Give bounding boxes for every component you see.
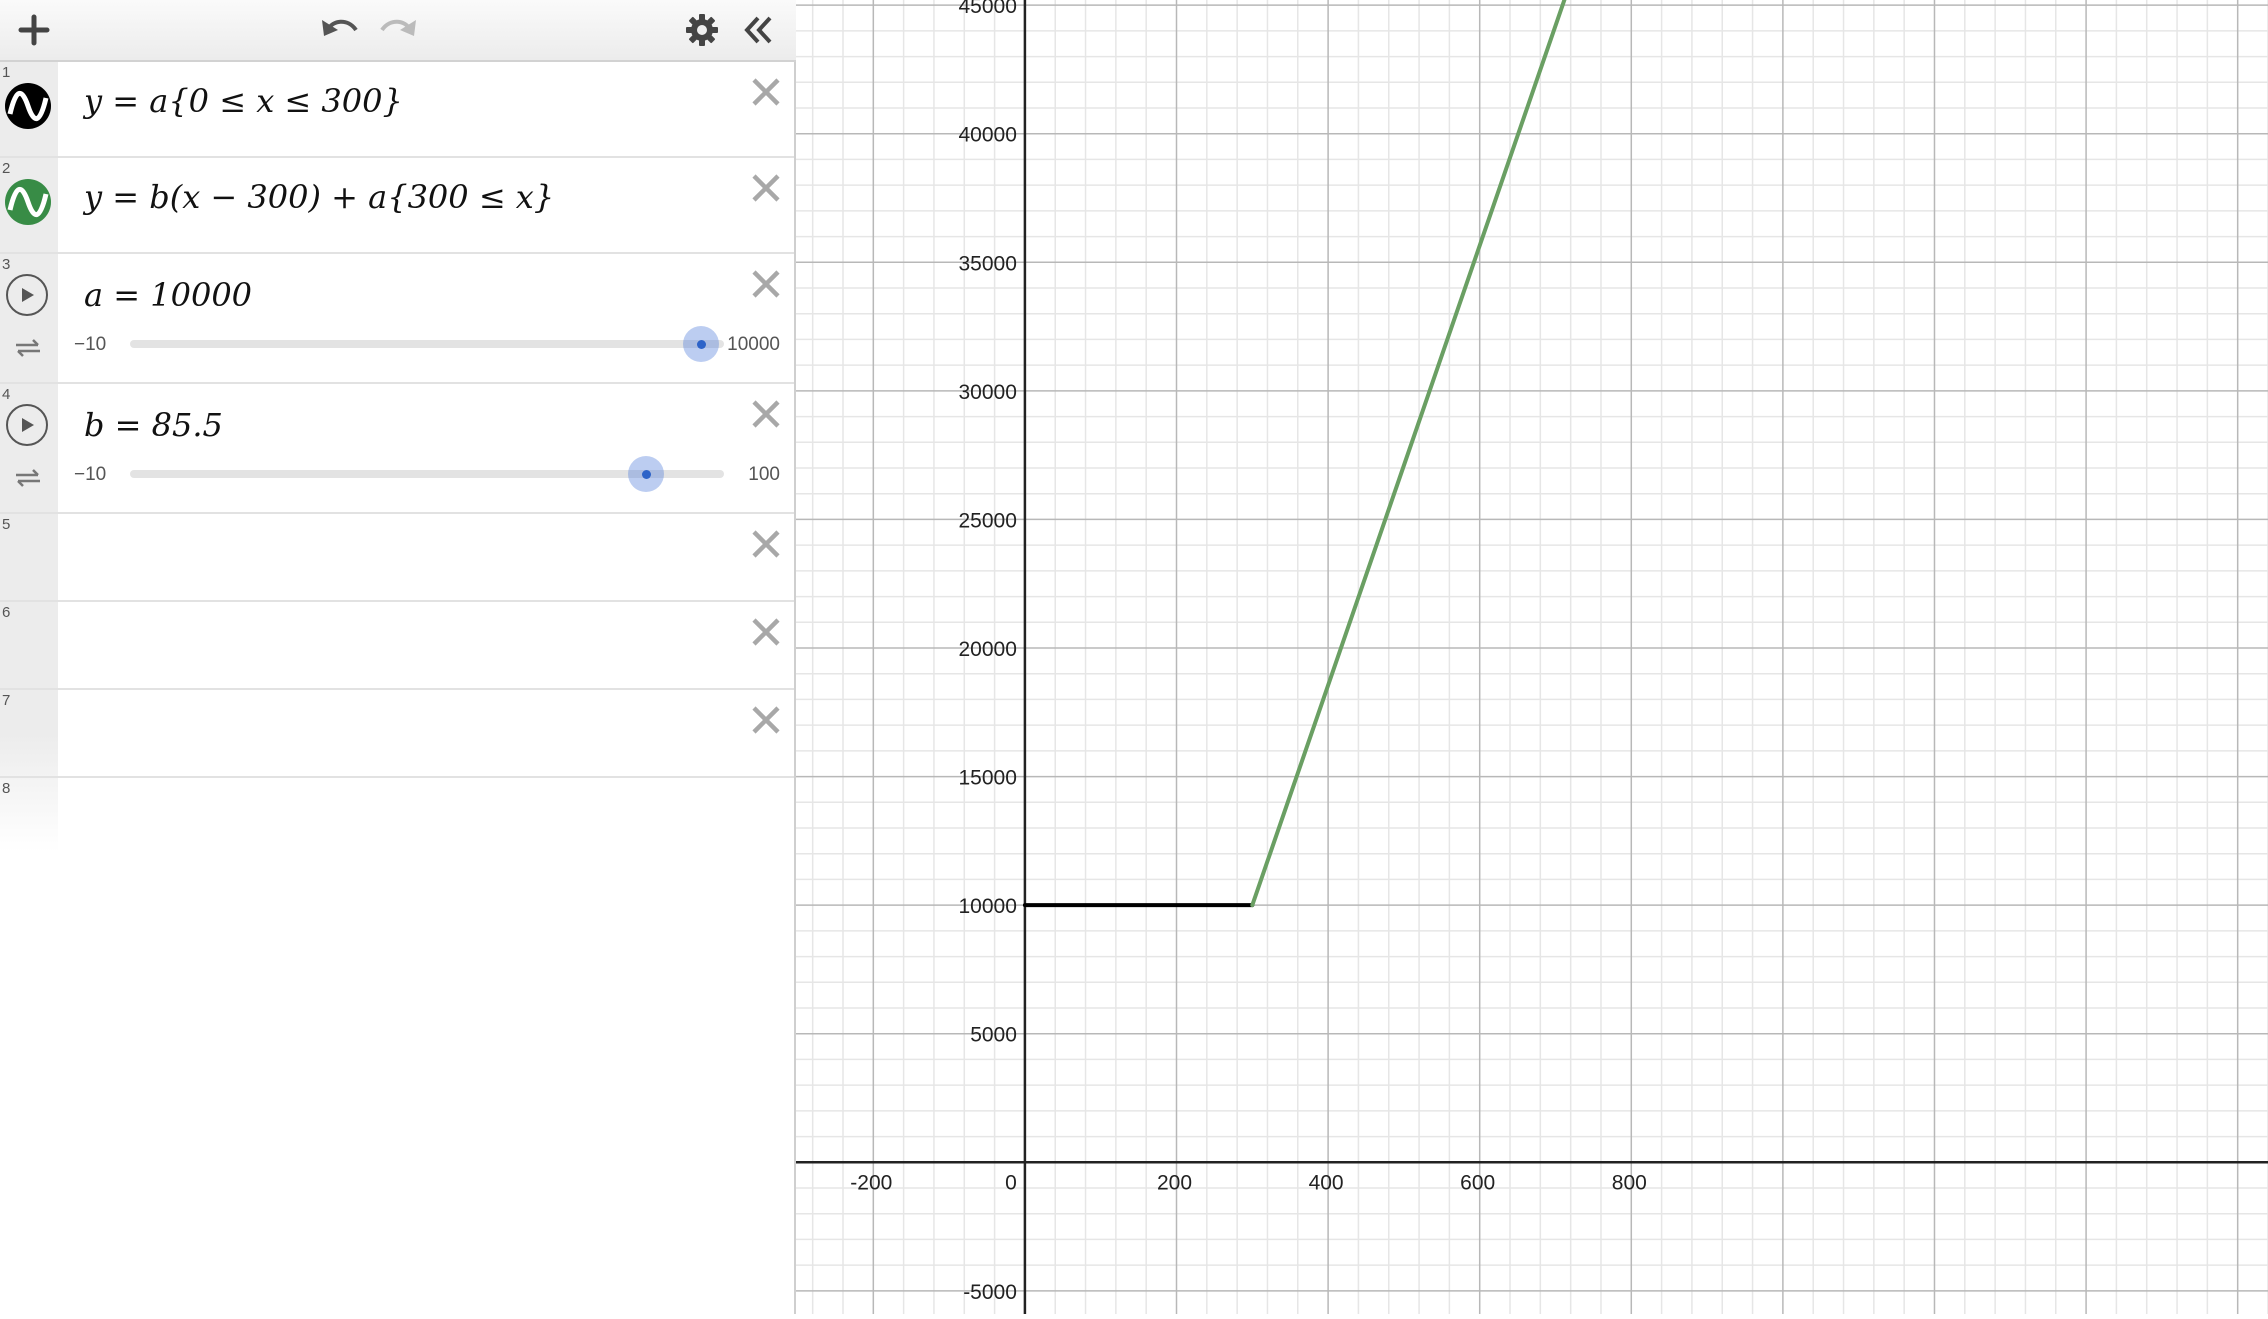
expression-row-4[interactable]: 4 b = 85.5 −10 100 [0, 384, 794, 514]
curve-segment-2[interactable] [1250, 0, 1570, 908]
y-tick-label: 40000 [959, 124, 1017, 147]
expression-text[interactable]: b = 85.5 [84, 406, 223, 444]
undo-icon[interactable] [316, 6, 364, 54]
slider-max-label[interactable]: 100 [748, 464, 780, 485]
expression-text[interactable]: y = b(x − 300) + a{300 ≤ x} [84, 178, 555, 216]
slider-min-label[interactable]: −10 [74, 464, 107, 485]
collapse-icon[interactable] [734, 6, 782, 54]
redo-icon[interactable] [374, 6, 422, 54]
row-number: 3 [2, 256, 11, 273]
x-tick-label: 200 [1157, 1171, 1192, 1194]
close-icon[interactable] [746, 264, 786, 304]
graph-canvas[interactable]: -200 0 200 400 600 800 -5000 5000 10000 15000 200… [796, 0, 2268, 1314]
play-icon[interactable] [6, 404, 48, 446]
slider-thumb[interactable] [628, 456, 664, 492]
expression-row-6[interactable]: 6 [0, 602, 794, 690]
row-number: 8 [2, 780, 11, 797]
row-number: 2 [2, 160, 11, 177]
slider-thumb[interactable] [683, 326, 719, 362]
y-tick-label: 5000 [970, 1024, 1017, 1047]
expression-row-7[interactable]: 7 [0, 690, 794, 778]
y-tick-label: 10000 [959, 895, 1017, 918]
row-number: 5 [2, 516, 11, 533]
row-number: 7 [2, 692, 11, 709]
close-icon[interactable] [746, 524, 786, 564]
close-icon[interactable] [746, 168, 786, 208]
toolbar [0, 0, 796, 62]
gear-icon[interactable] [678, 6, 726, 54]
graph-plot[interactable]: -200 0 200 400 600 800 -5000 5000 10000 15000 200… [796, 0, 2268, 1314]
close-icon[interactable] [746, 612, 786, 652]
graph-wave-icon[interactable] [4, 82, 52, 130]
x-tick-label: 0 [1005, 1171, 1017, 1194]
slider-track[interactable] [130, 470, 724, 478]
x-tick-label: 800 [1612, 1171, 1647, 1194]
y-tick-label: 15000 [959, 767, 1017, 790]
close-icon[interactable] [746, 700, 786, 740]
expression-text[interactable]: y = a{0 ≤ x ≤ 300} [84, 82, 403, 120]
slider-min-label[interactable]: −10 [74, 334, 107, 355]
loop-icon[interactable] [12, 466, 44, 490]
x-tick-label: 400 [1309, 1171, 1344, 1194]
y-tick-label: 45000 [959, 0, 1017, 18]
expression-text[interactable]: a = 10000 [84, 276, 253, 314]
row-number: 1 [2, 64, 11, 81]
expression-row-8[interactable]: 8 [0, 778, 794, 852]
close-icon[interactable] [746, 394, 786, 434]
expression-row-3[interactable]: 3 a = 10000 −10 10000 [0, 254, 794, 384]
play-icon[interactable] [6, 274, 48, 316]
graph-wave-icon[interactable] [4, 178, 52, 226]
y-tick-label: 35000 [959, 252, 1017, 275]
slider-max-label[interactable]: 10000 [727, 334, 780, 355]
expression-panel: 1 y = a{0 ≤ x ≤ 300} 2 y = b(x − 300) + … [0, 0, 796, 1314]
x-tick-label: -200 [850, 1171, 892, 1194]
expression-row-2[interactable]: 2 y = b(x − 300) + a{300 ≤ x} [0, 158, 794, 254]
y-tick-label: -5000 [963, 1281, 1017, 1304]
slider-track[interactable] [130, 340, 724, 348]
loop-icon[interactable] [12, 336, 44, 360]
expression-row-1[interactable]: 1 y = a{0 ≤ x ≤ 300} [0, 62, 794, 158]
y-tick-label: 20000 [959, 638, 1017, 661]
row-number: 6 [2, 604, 11, 621]
add-icon[interactable] [10, 6, 58, 54]
y-tick-label: 30000 [959, 381, 1017, 404]
row-number: 4 [2, 386, 11, 403]
y-tick-label: 25000 [959, 509, 1017, 532]
close-icon[interactable] [746, 72, 786, 112]
x-tick-label: 600 [1460, 1171, 1495, 1194]
expression-row-5[interactable]: 5 [0, 514, 794, 602]
